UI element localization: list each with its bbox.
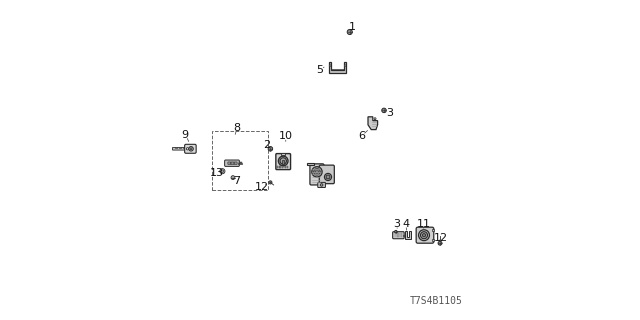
Bar: [282, 166, 283, 168]
FancyBboxPatch shape: [319, 165, 334, 184]
FancyBboxPatch shape: [416, 227, 434, 243]
Circle shape: [422, 234, 426, 237]
Bar: [432, 229, 435, 231]
FancyBboxPatch shape: [234, 162, 237, 164]
Circle shape: [231, 176, 235, 180]
Circle shape: [395, 230, 397, 233]
Circle shape: [314, 169, 320, 175]
Bar: [280, 166, 282, 168]
Circle shape: [374, 118, 376, 120]
Bar: [396, 233, 397, 237]
Circle shape: [316, 170, 319, 173]
Circle shape: [438, 241, 442, 245]
Circle shape: [347, 29, 352, 35]
Text: 12: 12: [434, 233, 448, 243]
FancyBboxPatch shape: [231, 162, 234, 164]
FancyBboxPatch shape: [225, 160, 239, 166]
Text: 9: 9: [181, 130, 189, 140]
Circle shape: [280, 158, 287, 164]
Circle shape: [312, 167, 322, 177]
Bar: [287, 166, 288, 168]
Bar: [241, 162, 242, 163]
FancyBboxPatch shape: [310, 164, 324, 185]
Bar: [239, 163, 243, 164]
Text: 5: 5: [317, 65, 323, 75]
Text: 3: 3: [394, 219, 400, 229]
Circle shape: [190, 148, 192, 150]
FancyBboxPatch shape: [228, 162, 231, 164]
Bar: [282, 153, 285, 155]
Circle shape: [220, 169, 225, 174]
FancyBboxPatch shape: [393, 232, 404, 239]
Bar: [397, 233, 398, 237]
Bar: [282, 160, 284, 164]
Circle shape: [221, 170, 224, 172]
Bar: [175, 147, 177, 148]
Text: 10: 10: [279, 131, 292, 141]
Circle shape: [321, 184, 323, 186]
Bar: [179, 147, 181, 148]
Bar: [432, 239, 435, 241]
Bar: [401, 233, 402, 237]
Circle shape: [419, 230, 429, 241]
Circle shape: [186, 148, 189, 150]
Circle shape: [324, 173, 332, 180]
Bar: [212, 131, 268, 190]
Polygon shape: [368, 117, 378, 130]
Text: T7S4B1105: T7S4B1105: [410, 296, 462, 306]
Bar: [187, 147, 189, 148]
Bar: [279, 166, 280, 168]
Text: 4: 4: [402, 219, 410, 229]
Circle shape: [330, 65, 331, 67]
Bar: [403, 235, 406, 236]
Text: 13: 13: [210, 168, 224, 179]
Polygon shape: [329, 61, 346, 73]
Bar: [277, 166, 278, 168]
Circle shape: [189, 147, 193, 151]
FancyBboxPatch shape: [276, 154, 291, 170]
Bar: [183, 147, 185, 148]
Text: 3: 3: [386, 108, 393, 118]
Circle shape: [381, 108, 387, 113]
Circle shape: [269, 181, 272, 184]
Bar: [394, 233, 396, 237]
Bar: [399, 233, 401, 237]
Text: 11: 11: [417, 219, 430, 229]
Circle shape: [326, 175, 330, 179]
Bar: [285, 166, 286, 168]
Polygon shape: [406, 231, 411, 239]
Circle shape: [344, 65, 346, 67]
Text: 8: 8: [233, 123, 241, 133]
Text: 6: 6: [358, 131, 365, 141]
FancyBboxPatch shape: [173, 148, 191, 150]
Circle shape: [268, 147, 273, 151]
FancyBboxPatch shape: [317, 182, 326, 188]
Text: 7: 7: [232, 176, 240, 186]
Text: 12: 12: [255, 182, 269, 192]
FancyBboxPatch shape: [184, 144, 196, 153]
Polygon shape: [307, 163, 314, 165]
Text: 1: 1: [349, 22, 355, 32]
Circle shape: [278, 156, 288, 166]
Text: 2: 2: [262, 140, 270, 150]
Circle shape: [420, 232, 428, 239]
